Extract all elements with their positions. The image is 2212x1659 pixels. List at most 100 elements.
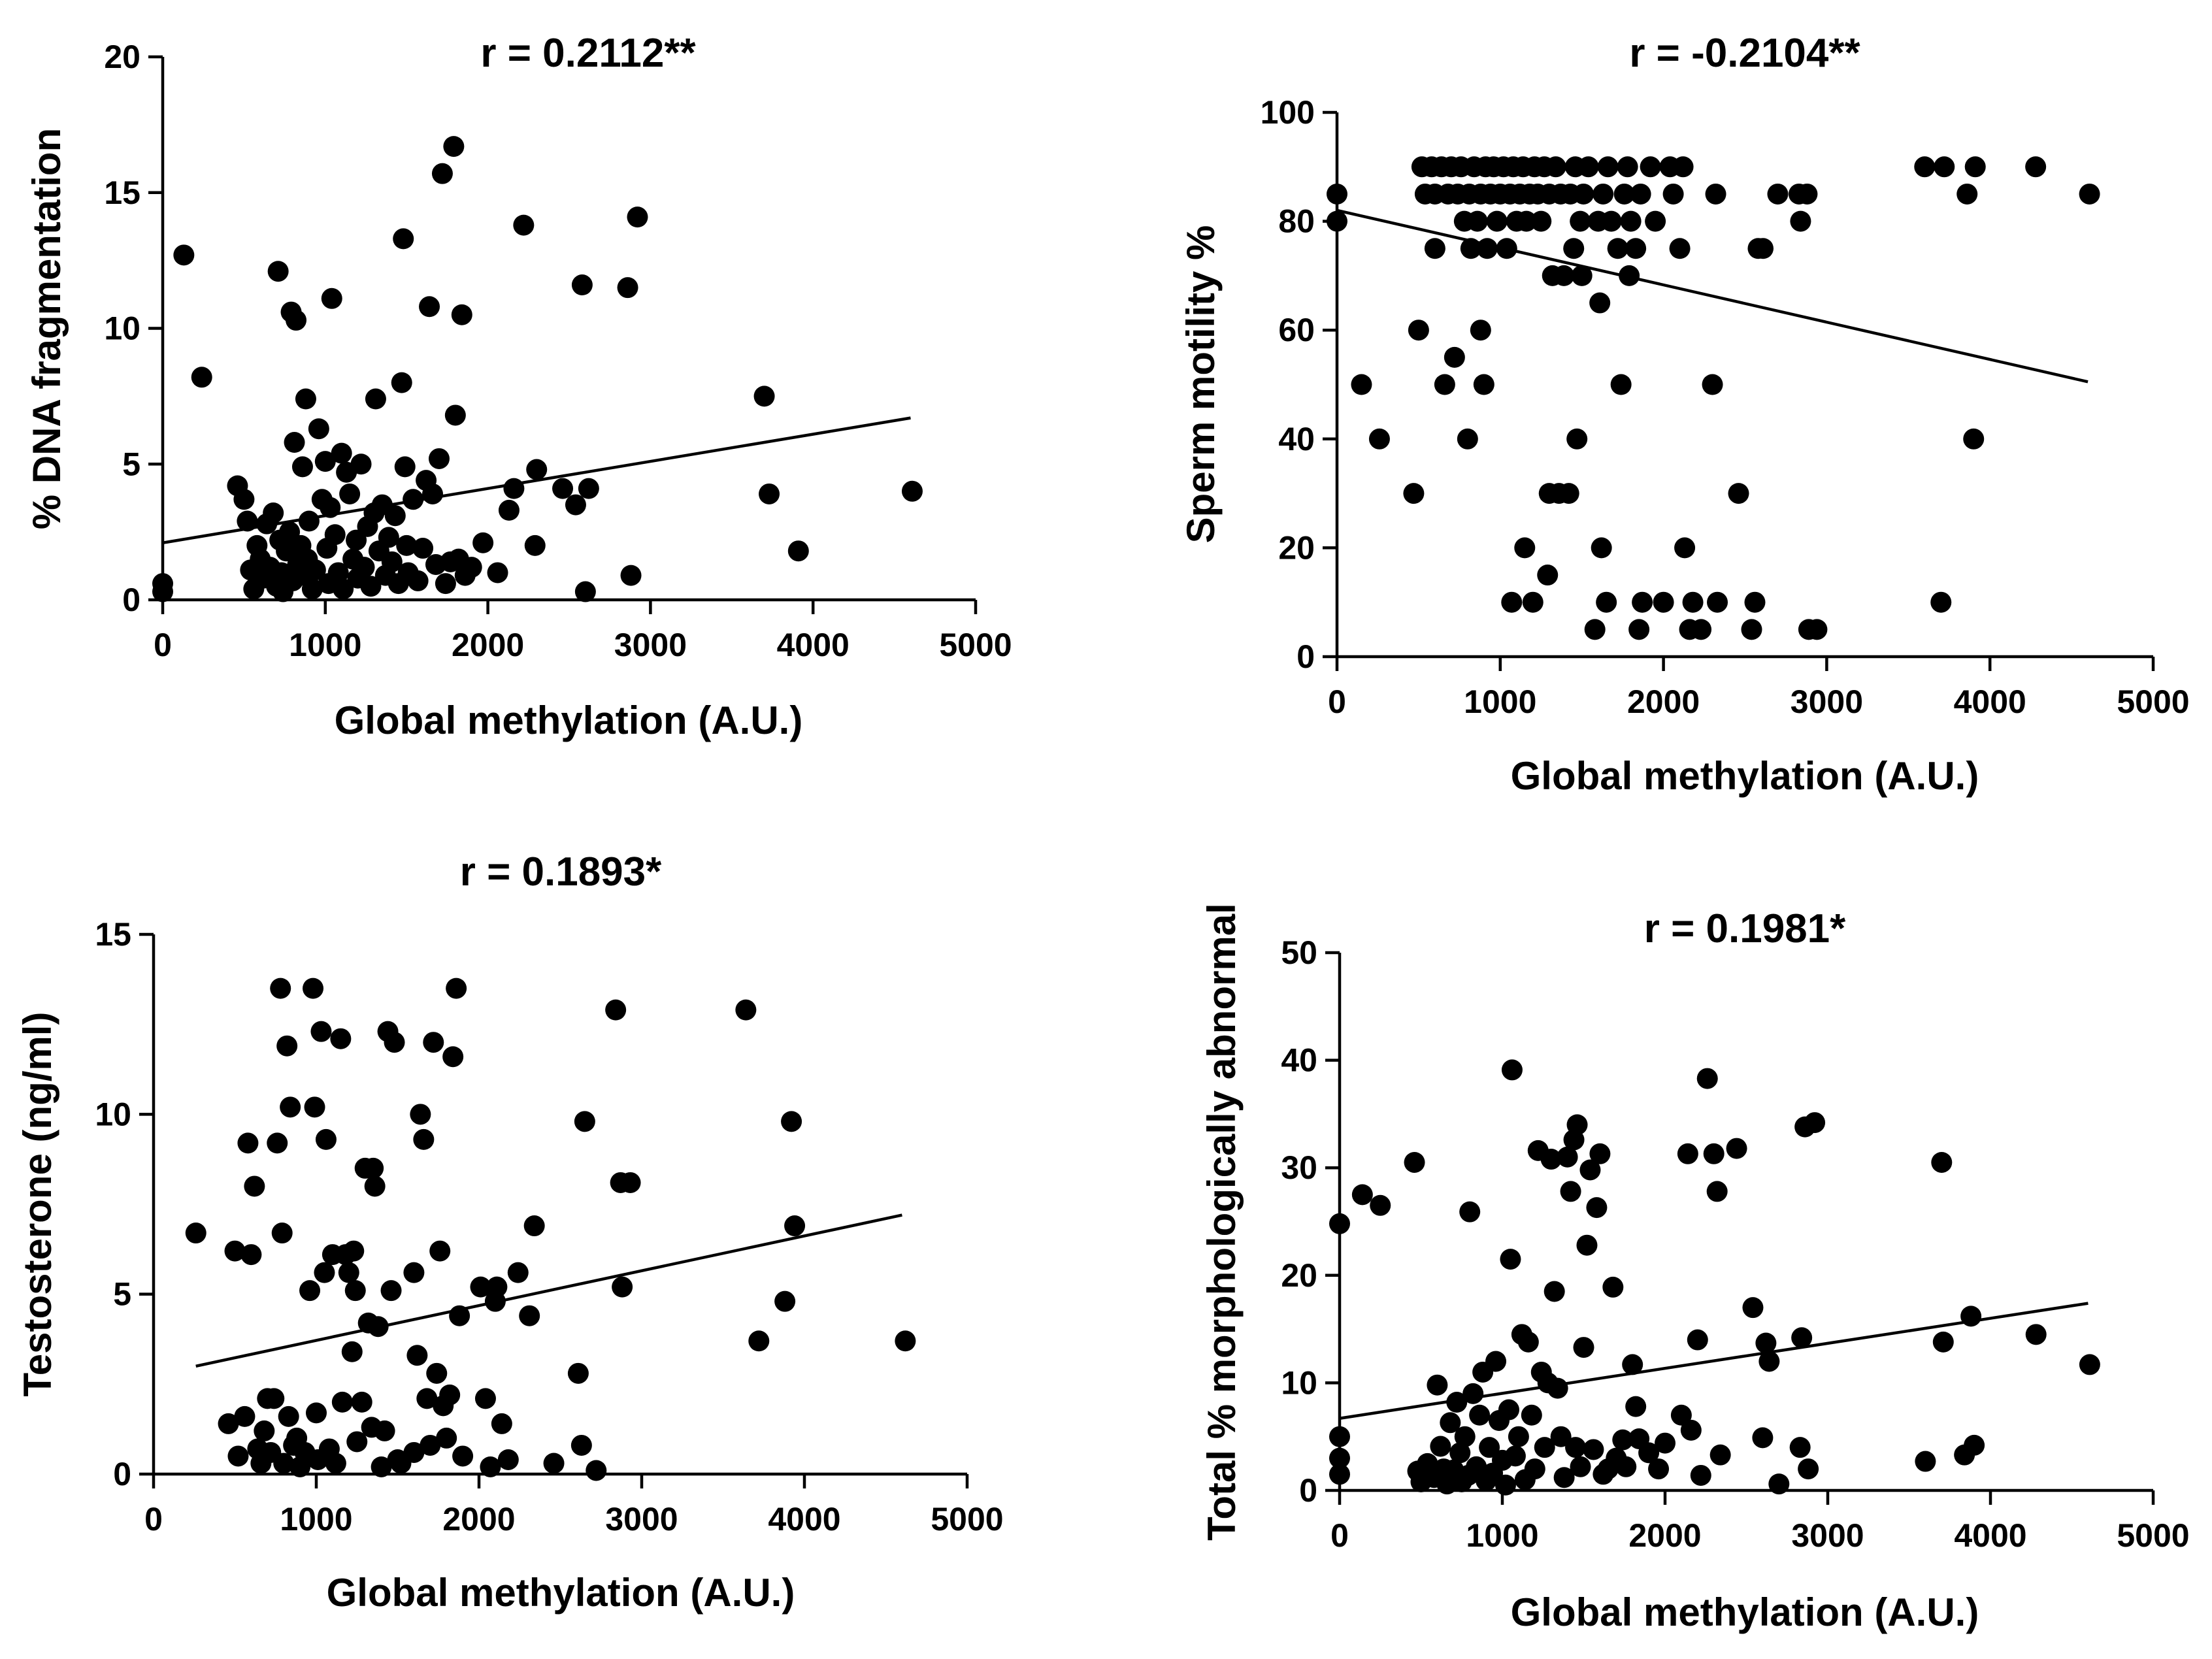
- data-point: [1570, 210, 1591, 232]
- data-point: [1430, 1436, 1451, 1457]
- x-tick-label: 4000: [1954, 683, 2026, 720]
- data-point: [237, 510, 258, 532]
- data-point: [472, 532, 494, 553]
- y-axis-label: Sperm motility %: [1179, 225, 1223, 544]
- data-point: [1462, 1383, 1484, 1404]
- data-point: [1550, 1426, 1572, 1447]
- data-point: [1674, 537, 1696, 559]
- y-tick-label: 10: [1281, 1364, 1317, 1401]
- data-point: [571, 274, 593, 296]
- x-tick-label: 4000: [1954, 1517, 2026, 1554]
- data-point: [1440, 1412, 1461, 1434]
- x-tick-label: 1000: [1464, 683, 1536, 720]
- data-point: [1583, 1439, 1604, 1460]
- data-point: [429, 1240, 451, 1262]
- data-point: [267, 1132, 288, 1154]
- data-point: [185, 1223, 206, 1244]
- data-point: [1329, 1464, 1350, 1485]
- data-point: [1576, 1234, 1598, 1256]
- data-point: [1638, 1442, 1660, 1464]
- data-point: [270, 977, 291, 999]
- data-point: [1403, 483, 1425, 504]
- data-point: [1327, 183, 1347, 205]
- data-point: [271, 1223, 293, 1244]
- data-point: [1696, 1068, 1718, 1089]
- data-point: [1804, 1112, 1826, 1134]
- x-tick-label: 3000: [614, 627, 687, 663]
- chart-title: r = -0.2104**: [1629, 31, 1860, 76]
- data-point: [1501, 1059, 1523, 1081]
- data-point: [1625, 238, 1647, 259]
- data-point: [620, 565, 642, 586]
- data-point: [403, 1262, 425, 1283]
- data-point: [574, 1111, 595, 1132]
- data-point: [586, 1460, 607, 1481]
- data-point: [1640, 156, 1661, 178]
- data-point: [524, 534, 546, 556]
- data-point: [1690, 1464, 1711, 1486]
- data-point: [419, 296, 440, 318]
- x-tick-label: 5000: [931, 1501, 1003, 1537]
- data-point: [443, 136, 465, 157]
- data-point: [442, 1046, 464, 1068]
- data-point: [1351, 1184, 1373, 1206]
- data-point: [351, 1391, 372, 1413]
- data-point: [1327, 210, 1347, 232]
- data-point: [1615, 1456, 1637, 1477]
- data-point: [314, 1262, 335, 1283]
- data-point: [574, 581, 596, 602]
- x-tick-label: 1000: [289, 627, 361, 663]
- data-point: [384, 505, 406, 527]
- data-point: [1632, 591, 1653, 613]
- data-point: [436, 1427, 457, 1449]
- data-point: [1752, 1427, 1774, 1449]
- y-tick-label: 40: [1278, 421, 1315, 457]
- data-point: [416, 1388, 438, 1409]
- data-point: [1589, 1143, 1611, 1164]
- data-point: [1964, 1434, 1985, 1456]
- x-tick-label: 2000: [442, 1501, 515, 1537]
- y-tick-label: 40: [1281, 1042, 1317, 1079]
- data-point: [308, 418, 329, 440]
- data-point: [1702, 374, 1723, 395]
- data-point: [152, 581, 173, 602]
- data-point: [364, 1175, 386, 1197]
- y-tick-label: 20: [1281, 1257, 1317, 1294]
- data-point: [1597, 156, 1619, 178]
- y-tick-label: 15: [95, 916, 131, 953]
- data-point: [420, 1434, 441, 1456]
- data-point: [1329, 1447, 1350, 1469]
- data-point: [513, 214, 535, 236]
- data-point: [1470, 320, 1491, 341]
- data-point: [1672, 156, 1694, 178]
- data-point: [487, 562, 508, 583]
- data-point: [1758, 1351, 1780, 1372]
- data-point: [784, 1215, 806, 1237]
- data-point: [1573, 183, 1594, 205]
- x-tick-label: 0: [154, 627, 172, 663]
- data-point: [1553, 265, 1575, 286]
- data-point: [339, 483, 361, 504]
- data-point: [2079, 1354, 2100, 1375]
- data-point: [1791, 1327, 1813, 1349]
- data-point: [1524, 1458, 1545, 1480]
- data-point: [406, 1345, 428, 1366]
- data-point: [301, 578, 323, 600]
- data-point: [363, 1157, 384, 1179]
- data-point: [759, 483, 780, 504]
- data-point: [1622, 1354, 1643, 1375]
- data-point: [306, 1402, 327, 1424]
- data-point: [552, 478, 574, 499]
- data-point: [224, 1240, 246, 1262]
- data-point: [444, 404, 466, 426]
- y-tick-label: 5: [122, 446, 140, 482]
- data-point: [1915, 1451, 1936, 1472]
- data-point: [304, 1096, 325, 1118]
- data-point: [1424, 238, 1445, 259]
- data-point: [413, 1128, 435, 1150]
- regression-line: [195, 1213, 902, 1368]
- data-point: [431, 163, 453, 184]
- data-point: [310, 1021, 332, 1042]
- data-point: [1557, 1146, 1578, 1168]
